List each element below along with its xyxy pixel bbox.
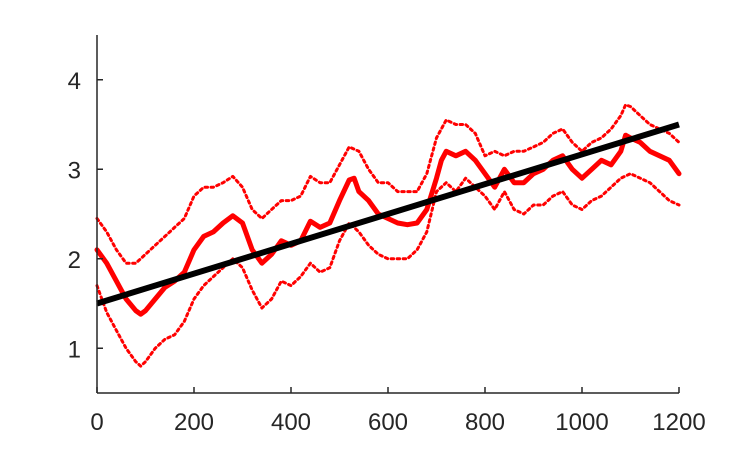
y-tick-label: 4: [68, 68, 81, 95]
x-tick-label: 1000: [555, 409, 608, 436]
x-tick-label: 0: [90, 409, 103, 436]
series-layer: [94, 103, 682, 368]
series-mean-line: [94, 132, 682, 317]
y-tick-label: 1: [68, 336, 81, 363]
x-ticks: 0 200 400 600 800 1000 1200: [90, 387, 706, 436]
series-lower-bound-line: [95, 172, 681, 368]
x-tick-label: 800: [465, 409, 505, 436]
y-ticks: 1 2 3 4: [68, 68, 103, 363]
x-tick-label: 200: [174, 409, 214, 436]
x-tick-label: 1200: [652, 409, 705, 436]
series-trend-line: [96, 121, 680, 307]
series-upper-bound-line: [95, 103, 681, 265]
y-tick-label: 3: [68, 157, 81, 184]
x-tick-label: 600: [368, 409, 408, 436]
x-tick-label: 400: [271, 409, 311, 436]
y-tick-label: 2: [68, 247, 81, 274]
